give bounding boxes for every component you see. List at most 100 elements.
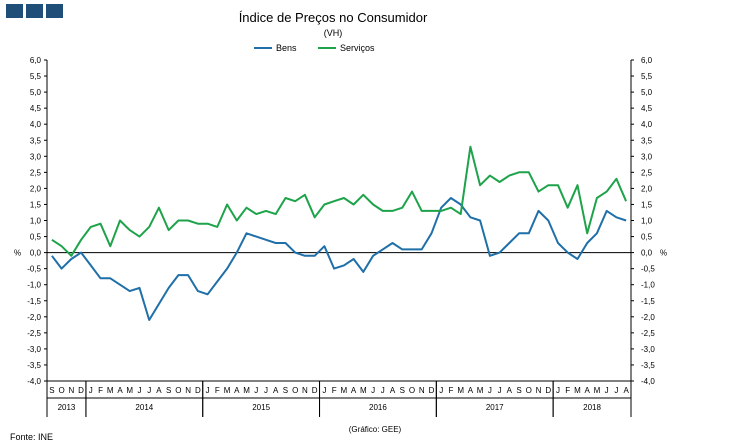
x-tick-label-month: D: [312, 386, 318, 395]
x-tick-label-month: J: [381, 386, 385, 395]
y-tick-label-left: -4,0: [27, 377, 41, 386]
x-tick-label-month: D: [429, 386, 435, 395]
y-tick-label-right: -2,0: [641, 313, 655, 322]
x-tick-label-month: M: [107, 386, 114, 395]
y-tick-label-left: -3,0: [27, 345, 41, 354]
logo-square: [26, 4, 43, 18]
x-tick-label-month: F: [565, 386, 570, 395]
x-tick-label-year: 2014: [135, 403, 153, 412]
y-tick-label-left: 3,5: [30, 136, 42, 145]
x-tick-label-year: 2016: [369, 403, 387, 412]
x-tick-label-month: O: [175, 386, 181, 395]
y-tick-label-right: 0,5: [641, 233, 653, 242]
y-tick-label-right: 1,0: [641, 217, 653, 226]
y-tick-label-left: 1,5: [30, 200, 42, 209]
x-tick-label-month: J: [254, 386, 258, 395]
y-tick-label-right: -1,5: [641, 297, 655, 306]
chart-subtitle: (VH): [324, 28, 343, 38]
y-tick-label-left: 0,5: [30, 233, 42, 242]
x-tick-label-month: S: [166, 386, 171, 395]
y-tick-label-right: 5,0: [641, 88, 653, 97]
y-tick-label-left: -1,0: [27, 281, 41, 290]
y-tick-label-left: 5,5: [30, 72, 42, 81]
y-tick-label-left: 3,0: [30, 152, 42, 161]
x-tick-label-month: A: [623, 386, 629, 395]
x-tick-label-month: J: [264, 386, 268, 395]
y-tick-label-right: 3,5: [641, 136, 653, 145]
x-tick-label-month: N: [536, 386, 542, 395]
x-tick-label-month: A: [585, 386, 591, 395]
x-tick-label-month: N: [302, 386, 308, 395]
x-tick-label-month: J: [488, 386, 492, 395]
x-tick-label-month: N: [68, 386, 74, 395]
y-tick-label-right: -0,5: [641, 265, 655, 274]
y-tick-label-right: 4,5: [641, 104, 653, 113]
chart-title: Índice de Preços no Consumidor: [239, 10, 428, 25]
y-tick-label-right: 2,0: [641, 184, 653, 193]
y-tick-label-right: -2,5: [641, 329, 655, 338]
y-tick-label-left: -3,5: [27, 361, 41, 370]
y-tick-label-left: -2,5: [27, 329, 41, 338]
x-tick-label-month: M: [341, 386, 348, 395]
y-tick-label-right: -3,5: [641, 361, 655, 370]
y-tick-label-right: 1,5: [641, 200, 653, 209]
x-tick-label-month: D: [78, 386, 84, 395]
x-tick-label-month: J: [556, 386, 560, 395]
x-tick-label-month: F: [448, 386, 453, 395]
y-tick-label-left: 5,0: [30, 88, 42, 97]
x-tick-label-month: A: [507, 386, 513, 395]
y-tick-label-left: 2,5: [30, 168, 42, 177]
x-tick-label-month: D: [545, 386, 551, 395]
x-tick-label-month: A: [117, 386, 123, 395]
x-tick-label-month: A: [351, 386, 357, 395]
x-tick-label-month: D: [195, 386, 201, 395]
x-tick-label-month: M: [224, 386, 231, 395]
x-tick-label-month: J: [147, 386, 151, 395]
x-tick-label-month: N: [185, 386, 191, 395]
y-tick-label-left: -2,0: [27, 313, 41, 322]
x-tick-label-month: A: [390, 386, 396, 395]
x-tick-label-month: J: [322, 386, 326, 395]
x-tick-label-month: M: [126, 386, 133, 395]
logo-square: [46, 4, 63, 18]
x-tick-label-month: O: [58, 386, 64, 395]
x-tick-label-month: A: [234, 386, 240, 395]
x-tick-label-month: J: [605, 386, 609, 395]
y-tick-label-right: -3,0: [641, 345, 655, 354]
y-tick-label-right: 5,5: [641, 72, 653, 81]
y-tick-label-right: 4,0: [641, 120, 653, 129]
logo: [6, 4, 63, 18]
x-tick-label-month: N: [419, 386, 425, 395]
x-tick-label-month: M: [360, 386, 367, 395]
x-tick-label-month: J: [89, 386, 93, 395]
y-tick-label-right: 0,0: [641, 249, 653, 258]
y-tick-label-left: 4,0: [30, 120, 42, 129]
y-tick-label-right: 2,5: [641, 168, 653, 177]
x-tick-label-month: O: [292, 386, 298, 395]
logo-square: [6, 4, 23, 18]
x-tick-label-month: J: [206, 386, 210, 395]
x-tick-label-month: F: [332, 386, 337, 395]
series-line-bens: [51, 197, 627, 321]
x-tick-label-year: 2013: [58, 403, 76, 412]
x-tick-label-month: F: [215, 386, 220, 395]
y-tick-label-left: 6,0: [30, 56, 42, 65]
legend-label: Serviços: [340, 43, 375, 53]
x-tick-label-month: J: [498, 386, 502, 395]
y-unit-left: %: [14, 249, 21, 258]
x-tick-label-month: S: [516, 386, 521, 395]
y-tick-label-left: 2,0: [30, 184, 42, 193]
x-tick-label-year: 2017: [486, 403, 504, 412]
y-tick-label-left: -1,5: [27, 297, 41, 306]
x-tick-label-month: S: [49, 386, 54, 395]
source-note: Fonte: INE: [10, 432, 54, 442]
chart-credit: (Gráfico: GEE): [348, 425, 402, 434]
y-tick-label-right: 3,0: [641, 152, 653, 161]
x-tick-label-year: 2018: [583, 403, 601, 412]
y-tick-label-left: 1,0: [30, 217, 42, 226]
x-tick-label-month: J: [614, 386, 618, 395]
x-tick-label-month: M: [574, 386, 581, 395]
x-tick-label-month: O: [526, 386, 532, 395]
x-tick-label-year: 2015: [252, 403, 270, 412]
y-tick-label-left: 4,5: [30, 104, 42, 113]
